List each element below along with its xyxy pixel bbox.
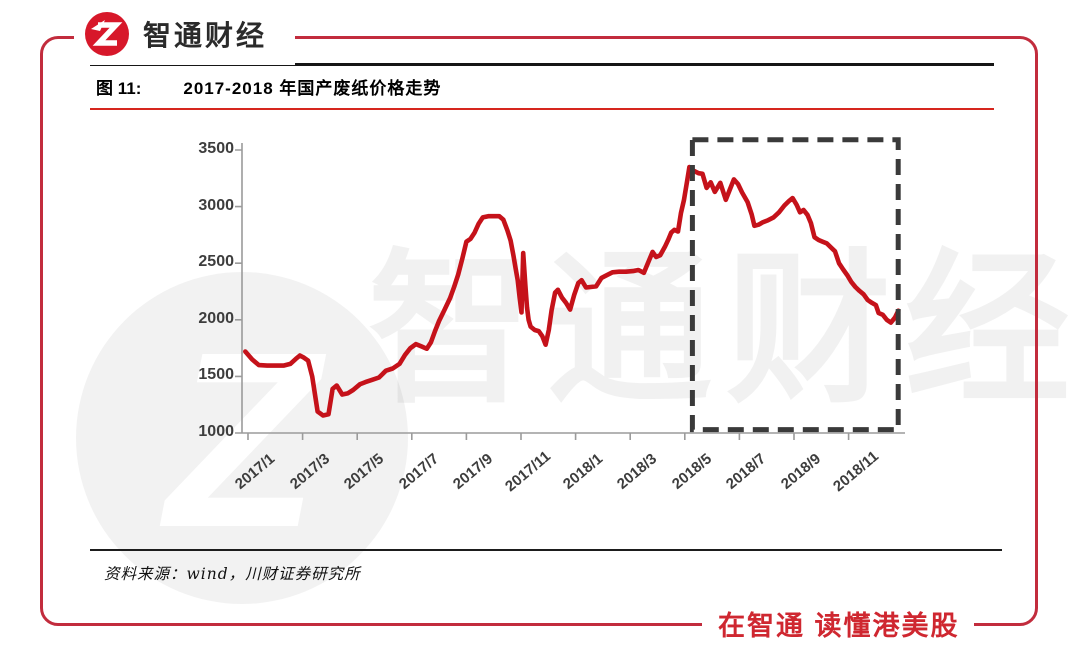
brand-slogan: 在智通 读懂港美股 — [702, 599, 974, 647]
logo: 智通财经 — [74, 3, 296, 65]
page-frame-border — [40, 36, 1038, 626]
price-line — [243, 164, 901, 418]
figure-number-label: 图 11: — [96, 79, 142, 98]
figure-header: 图 11: 2017-2018 年国产废纸价格走势 — [90, 63, 994, 110]
figure-title: 2017-2018 年国产废纸价格走势 — [183, 79, 442, 98]
y-axis-tick-label: 2500 — [198, 253, 234, 270]
y-axis-tick-label: 3000 — [198, 197, 234, 214]
source-text: 资料来源：wind，川财证券研究所 — [104, 565, 361, 583]
logo-text: 智通财经 — [143, 20, 268, 51]
highlight-box — [689, 137, 901, 433]
y-axis-tick-label: 1500 — [198, 366, 234, 383]
watermark-text: 智通财经 — [368, 238, 1080, 422]
watermark-glyph: Z — [160, 300, 327, 579]
source-row: 资料来源：wind，川财证券研究所 — [90, 549, 1002, 584]
y-axis-tick-label: 1000 — [198, 423, 234, 440]
y-axis-tick-label: 2000 — [198, 310, 234, 327]
zhitong-logo-icon — [85, 12, 129, 56]
y-axis-tick-label: 3500 — [198, 140, 234, 157]
watermark-logo-icon: Z — [76, 272, 408, 604]
chart-axes — [235, 143, 905, 440]
